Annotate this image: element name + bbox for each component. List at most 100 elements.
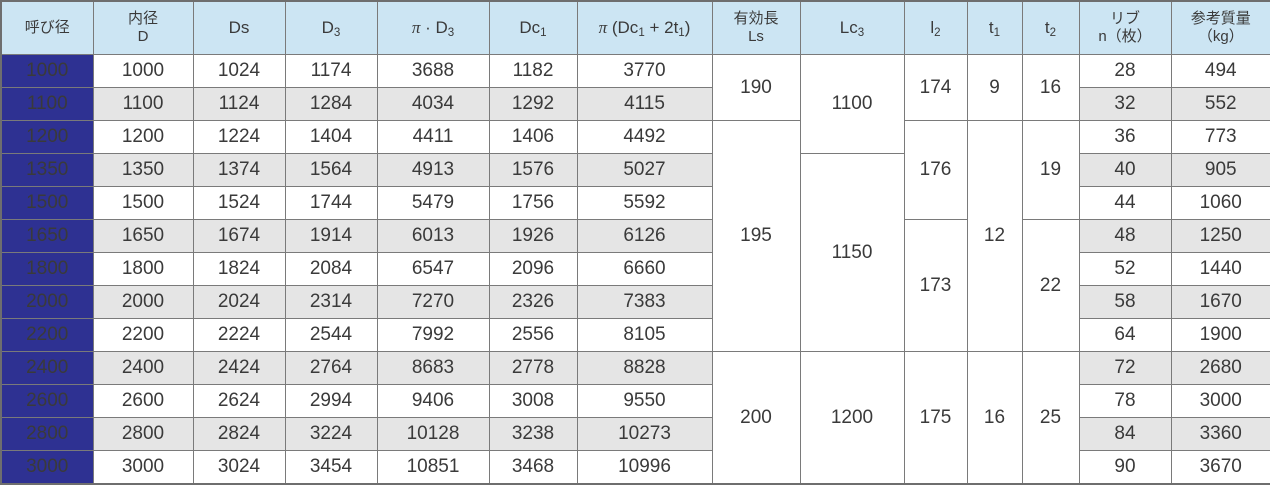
cell-d3: 3454 (284, 450, 378, 485)
cell-ds: 1674 (192, 219, 286, 253)
cell-d3: 2994 (284, 384, 378, 418)
cell-nominal-diameter: 1800 (0, 252, 94, 286)
table-row: 1800 1800 1824 2084 6547 2096 6660 52 1440 (0, 252, 1270, 286)
cell-ds: 3024 (192, 450, 286, 485)
cell-dc1: 3238 (488, 417, 578, 451)
cell-rib-count: 48 (1078, 219, 1172, 253)
cell-inner-diameter: 3000 (92, 450, 194, 485)
cell-rib-count: 78 (1078, 384, 1172, 418)
cell-inner-diameter: 1350 (92, 153, 194, 187)
table-row: 1350 1350 1374 1564 4913 1576 5027 1150 40 905 (0, 153, 1270, 352)
cell-nominal-diameter: 2600 (0, 384, 94, 418)
column-header-t1: t1 (966, 0, 1023, 55)
cell-inner-diameter: 2200 (92, 318, 194, 352)
table-row: 2800 2800 2824 3224 10128 3238 10273 84 3360 (0, 417, 1270, 451)
cell-d3: 1564 (284, 153, 378, 187)
cell-inner-diameter: 1500 (92, 186, 194, 220)
cell-reference-mass: 773 (1170, 120, 1270, 154)
cell-reference-mass: 3000 (1170, 384, 1270, 418)
cell-nominal-diameter: 3000 (0, 450, 94, 485)
column-header-rib-count: リブ n（枚） (1078, 0, 1172, 55)
cell-pi-d3: 8683 (376, 351, 490, 385)
cell-pi-d3: 6547 (376, 252, 490, 286)
cell-lc3: 1100 (799, 54, 905, 154)
cell-reference-mass: 3670 (1170, 450, 1270, 485)
cell-rib-count: 90 (1078, 450, 1172, 485)
cell-rib-count: 58 (1078, 285, 1172, 319)
cell-dc1: 1406 (488, 120, 578, 154)
column-header-l2: l2 (903, 0, 968, 55)
column-header-dc1: Dc1 (488, 0, 578, 55)
cell-d3: 2314 (284, 285, 378, 319)
cell-nominal-diameter: 1350 (0, 153, 94, 187)
cell-ds: 1524 (192, 186, 286, 220)
column-header-reference-mass: 参考質量 （kg） (1170, 0, 1270, 55)
cell-inner-diameter: 2600 (92, 384, 194, 418)
cell-rib-count: 44 (1078, 186, 1172, 220)
cell-pi-d3: 10128 (376, 417, 490, 451)
cell-nominal-diameter: 1000 (0, 54, 94, 88)
cell-dc1: 1292 (488, 87, 578, 121)
table-row: 1100 1100 1124 1284 4034 1292 4115 32 552 (0, 87, 1270, 121)
cell-effective-length: 200 (711, 351, 801, 485)
cell-inner-diameter: 2400 (92, 351, 194, 385)
cell-dc1: 2326 (488, 285, 578, 319)
cell-pi-d3: 4913 (376, 153, 490, 187)
cell-nominal-diameter: 1100 (0, 87, 94, 121)
cell-reference-mass: 2680 (1170, 351, 1270, 385)
table-row: 2600 2600 2624 2994 9406 3008 9550 78 3000 (0, 384, 1270, 418)
cell-pi-d3: 5479 (376, 186, 490, 220)
cell-pi-d3: 10851 (376, 450, 490, 485)
cell-nominal-diameter: 2800 (0, 417, 94, 451)
column-header-inner-diameter: 内径 D (92, 0, 194, 55)
cell-ds: 1374 (192, 153, 286, 187)
cell-pi-d3: 6013 (376, 219, 490, 253)
cell-ds: 2824 (192, 417, 286, 451)
cell-nominal-diameter: 1650 (0, 219, 94, 253)
cell-d3: 1174 (284, 54, 378, 88)
cell-l2: 173 (903, 219, 968, 352)
table-row: 1000 1000 1024 1174 3688 1182 3770 190 1100 174 9 1… (0, 54, 1270, 154)
cell-pi-dc1-2t1: 10273 (576, 417, 713, 451)
cell-d3: 2764 (284, 351, 378, 385)
column-header-nominal-diameter: 呼び径 (0, 0, 94, 55)
cell-reference-mass: 905 (1170, 153, 1270, 187)
cell-ds: 1124 (192, 87, 286, 121)
cell-effective-length: 195 (711, 120, 801, 352)
table-row: 2000 2000 2024 2314 7270 2326 7383 58 1670 (0, 285, 1270, 319)
cell-rib-count: 28 (1078, 54, 1172, 88)
cell-inner-diameter: 2800 (92, 417, 194, 451)
column-header-pi-d3: π · D3 (376, 0, 490, 55)
cell-pi-dc1-2t1: 6126 (576, 219, 713, 253)
cell-lc3: 1150 (799, 153, 905, 352)
table-row: 1650 1650 1674 1914 6013 1926 6126 173 22 48 1250 (0, 219, 1270, 352)
cell-inner-diameter: 1200 (92, 120, 194, 154)
cell-pi-d3: 9406 (376, 384, 490, 418)
cell-rib-count: 32 (1078, 87, 1172, 121)
column-header-effective-length: 有効長 Ls (711, 0, 801, 55)
column-header-pi-dc1-2t1: π (Dc1 + 2t1) (576, 0, 713, 55)
cell-rib-count: 36 (1078, 120, 1172, 154)
cell-pi-d3: 3688 (376, 54, 490, 88)
cell-reference-mass: 1900 (1170, 318, 1270, 352)
cell-dc1: 1576 (488, 153, 578, 187)
cell-pi-dc1-2t1: 3770 (576, 54, 713, 88)
cell-pi-dc1-2t1: 9550 (576, 384, 713, 418)
cell-pi-dc1-2t1: 8105 (576, 318, 713, 352)
cell-ds: 2424 (192, 351, 286, 385)
table-row: 2400 2400 2424 2764 8683 2778 8828 200 1200 175 16… (0, 351, 1270, 485)
cell-pi-dc1-2t1: 4492 (576, 120, 713, 154)
cell-inner-diameter: 2000 (92, 285, 194, 319)
cell-pi-dc1-2t1: 6660 (576, 252, 713, 286)
cell-t2: 22 (1021, 219, 1080, 352)
cell-inner-diameter: 1650 (92, 219, 194, 253)
cell-ds: 1024 (192, 54, 286, 88)
cell-dc1: 3008 (488, 384, 578, 418)
cell-lc3: 1200 (799, 351, 905, 485)
cell-d3: 1284 (284, 87, 378, 121)
cell-pi-d3: 7992 (376, 318, 490, 352)
cell-dc1: 2556 (488, 318, 578, 352)
column-header-t2: t2 (1021, 0, 1080, 55)
cell-ds: 2024 (192, 285, 286, 319)
